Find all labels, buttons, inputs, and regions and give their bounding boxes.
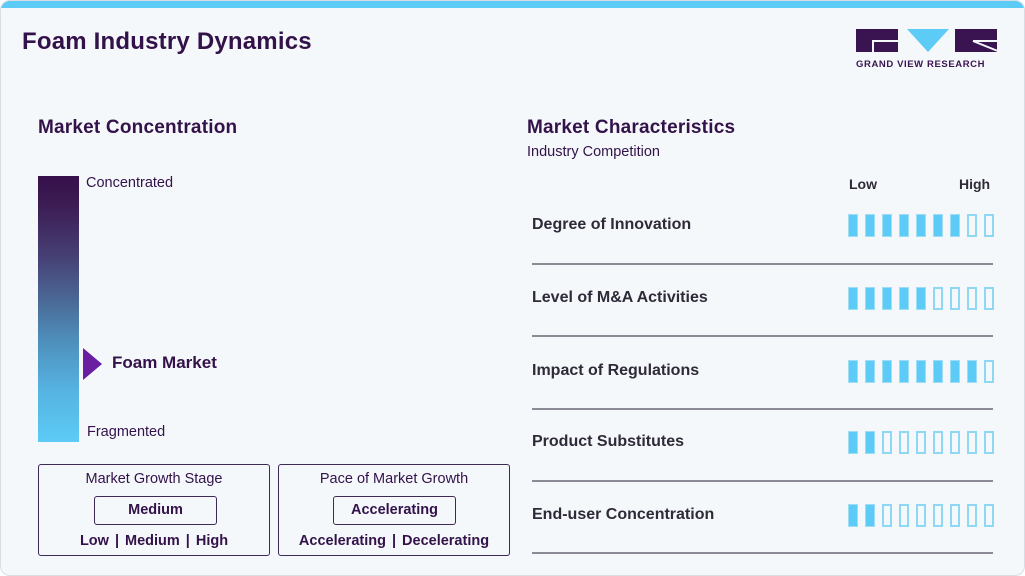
level-segment-filled bbox=[916, 214, 926, 237]
separator: | bbox=[114, 533, 119, 549]
level-segment-filled bbox=[848, 214, 858, 237]
level-segment-filled bbox=[865, 214, 875, 237]
level-segment-filled bbox=[950, 214, 960, 237]
level-segment-empty bbox=[967, 504, 977, 527]
level-segment-filled bbox=[916, 360, 926, 383]
scale-high-label: High bbox=[959, 176, 991, 192]
growth-pace-title: Pace of Market Growth bbox=[319, 471, 469, 487]
level-segment-filled bbox=[899, 360, 909, 383]
growth-pace-value-badge: Accelerating bbox=[333, 496, 456, 525]
characteristic-label: Impact of Regulations bbox=[532, 362, 700, 379]
logo-g-block-icon bbox=[856, 29, 898, 52]
row-divider bbox=[532, 263, 993, 265]
level-segment-filled bbox=[848, 431, 858, 454]
scale-low-label: Low bbox=[849, 176, 877, 192]
level-segment-filled bbox=[933, 214, 943, 237]
level-segment-filled bbox=[899, 214, 909, 237]
top-accent-bar bbox=[1, 1, 1024, 8]
level-segment-empty bbox=[916, 431, 926, 454]
level-segment-empty bbox=[899, 431, 909, 454]
characteristic-level-meter bbox=[848, 504, 994, 527]
separator: | bbox=[185, 533, 190, 549]
grand-view-research-logo: GRAND VIEW RESEARCH bbox=[856, 29, 998, 73]
row-divider bbox=[532, 480, 993, 482]
growth-stage-title: Market Growth Stage bbox=[85, 471, 223, 487]
characteristic-level-meter bbox=[848, 360, 994, 383]
level-segment-filled bbox=[848, 287, 858, 310]
level-segment-empty bbox=[984, 214, 994, 237]
growth-stage-value-badge: Medium bbox=[94, 496, 217, 525]
level-segment-filled bbox=[865, 504, 875, 527]
level-segment-empty bbox=[899, 504, 909, 527]
characteristic-label: Degree of Innovation bbox=[532, 216, 692, 233]
level-segment-filled bbox=[950, 360, 960, 383]
fragmented-label: Fragmented bbox=[87, 424, 166, 440]
logo-r-block-icon bbox=[955, 29, 998, 52]
logo-text: GRAND VIEW RESEARCH bbox=[856, 59, 986, 70]
market-concentration-title: Market Concentration bbox=[38, 117, 238, 138]
level-segment-empty bbox=[967, 431, 977, 454]
characteristic-level-meter bbox=[848, 431, 994, 454]
level-segment-filled bbox=[848, 360, 858, 383]
characteristic-level-meter bbox=[848, 287, 994, 310]
level-segment-empty bbox=[933, 504, 943, 527]
level-segment-filled bbox=[848, 504, 858, 527]
level-segment-filled bbox=[933, 360, 943, 383]
growth-stage-option-low: Low bbox=[79, 533, 109, 549]
growth-stage-option-medium: Medium bbox=[125, 533, 180, 549]
growth-pace-option-accelerating: Accelerating bbox=[298, 533, 386, 549]
growth-stage-option-high: High bbox=[195, 533, 229, 549]
level-segment-empty bbox=[984, 431, 994, 454]
level-segment-empty bbox=[984, 287, 994, 310]
level-segment-filled bbox=[865, 431, 875, 454]
concentrated-label: Concentrated bbox=[86, 175, 174, 191]
level-segment-empty bbox=[984, 360, 994, 383]
growth-pace-options: Accelerating | Decelerating bbox=[279, 533, 509, 549]
level-segment-filled bbox=[865, 287, 875, 310]
level-segment-filled bbox=[865, 360, 875, 383]
growth-pace-option-decelerating: Decelerating bbox=[402, 533, 490, 549]
industry-competition-subtitle: Industry Competition bbox=[527, 144, 660, 160]
row-divider bbox=[532, 552, 993, 554]
page-title: Foam Industry Dynamics bbox=[22, 28, 312, 55]
growth-stage-options: Low | Medium | High bbox=[39, 533, 269, 549]
level-segment-empty bbox=[950, 287, 960, 310]
level-segment-filled bbox=[882, 360, 892, 383]
level-segment-empty bbox=[882, 431, 892, 454]
row-divider bbox=[532, 408, 993, 410]
level-segment-empty bbox=[950, 431, 960, 454]
level-segment-empty bbox=[967, 214, 977, 237]
level-segment-filled bbox=[882, 287, 892, 310]
level-segment-empty bbox=[950, 504, 960, 527]
level-segment-empty bbox=[933, 431, 943, 454]
level-segment-empty bbox=[967, 287, 977, 310]
level-segment-empty bbox=[933, 287, 943, 310]
pace-of-market-growth-box: Pace of Market Growth Accelerating Accel… bbox=[278, 464, 510, 556]
level-segment-filled bbox=[967, 360, 977, 383]
market-growth-stage-box: Market Growth Stage Medium Low | Medium | Hi… bbox=[38, 464, 270, 556]
market-position-marker-icon bbox=[83, 348, 102, 380]
characteristic-label: End-user Concentration bbox=[532, 506, 715, 523]
level-segment-filled bbox=[899, 287, 909, 310]
characteristic-label: Level of M&A Activities bbox=[532, 289, 708, 306]
level-segment-empty bbox=[916, 504, 926, 527]
separator: | bbox=[391, 533, 397, 549]
market-characteristics-title: Market Characteristics bbox=[527, 117, 736, 138]
concentration-gradient-scale bbox=[38, 176, 79, 442]
level-segment-filled bbox=[882, 214, 892, 237]
level-segment-empty bbox=[882, 504, 892, 527]
row-divider bbox=[532, 335, 993, 337]
characteristic-level-meter bbox=[848, 214, 994, 237]
foam-market-label: Foam Market bbox=[112, 353, 217, 372]
logo-v-triangle-icon bbox=[907, 29, 949, 52]
characteristic-label: Product Substitutes bbox=[532, 433, 685, 450]
level-segment-filled bbox=[916, 287, 926, 310]
level-segment-empty bbox=[984, 504, 994, 527]
